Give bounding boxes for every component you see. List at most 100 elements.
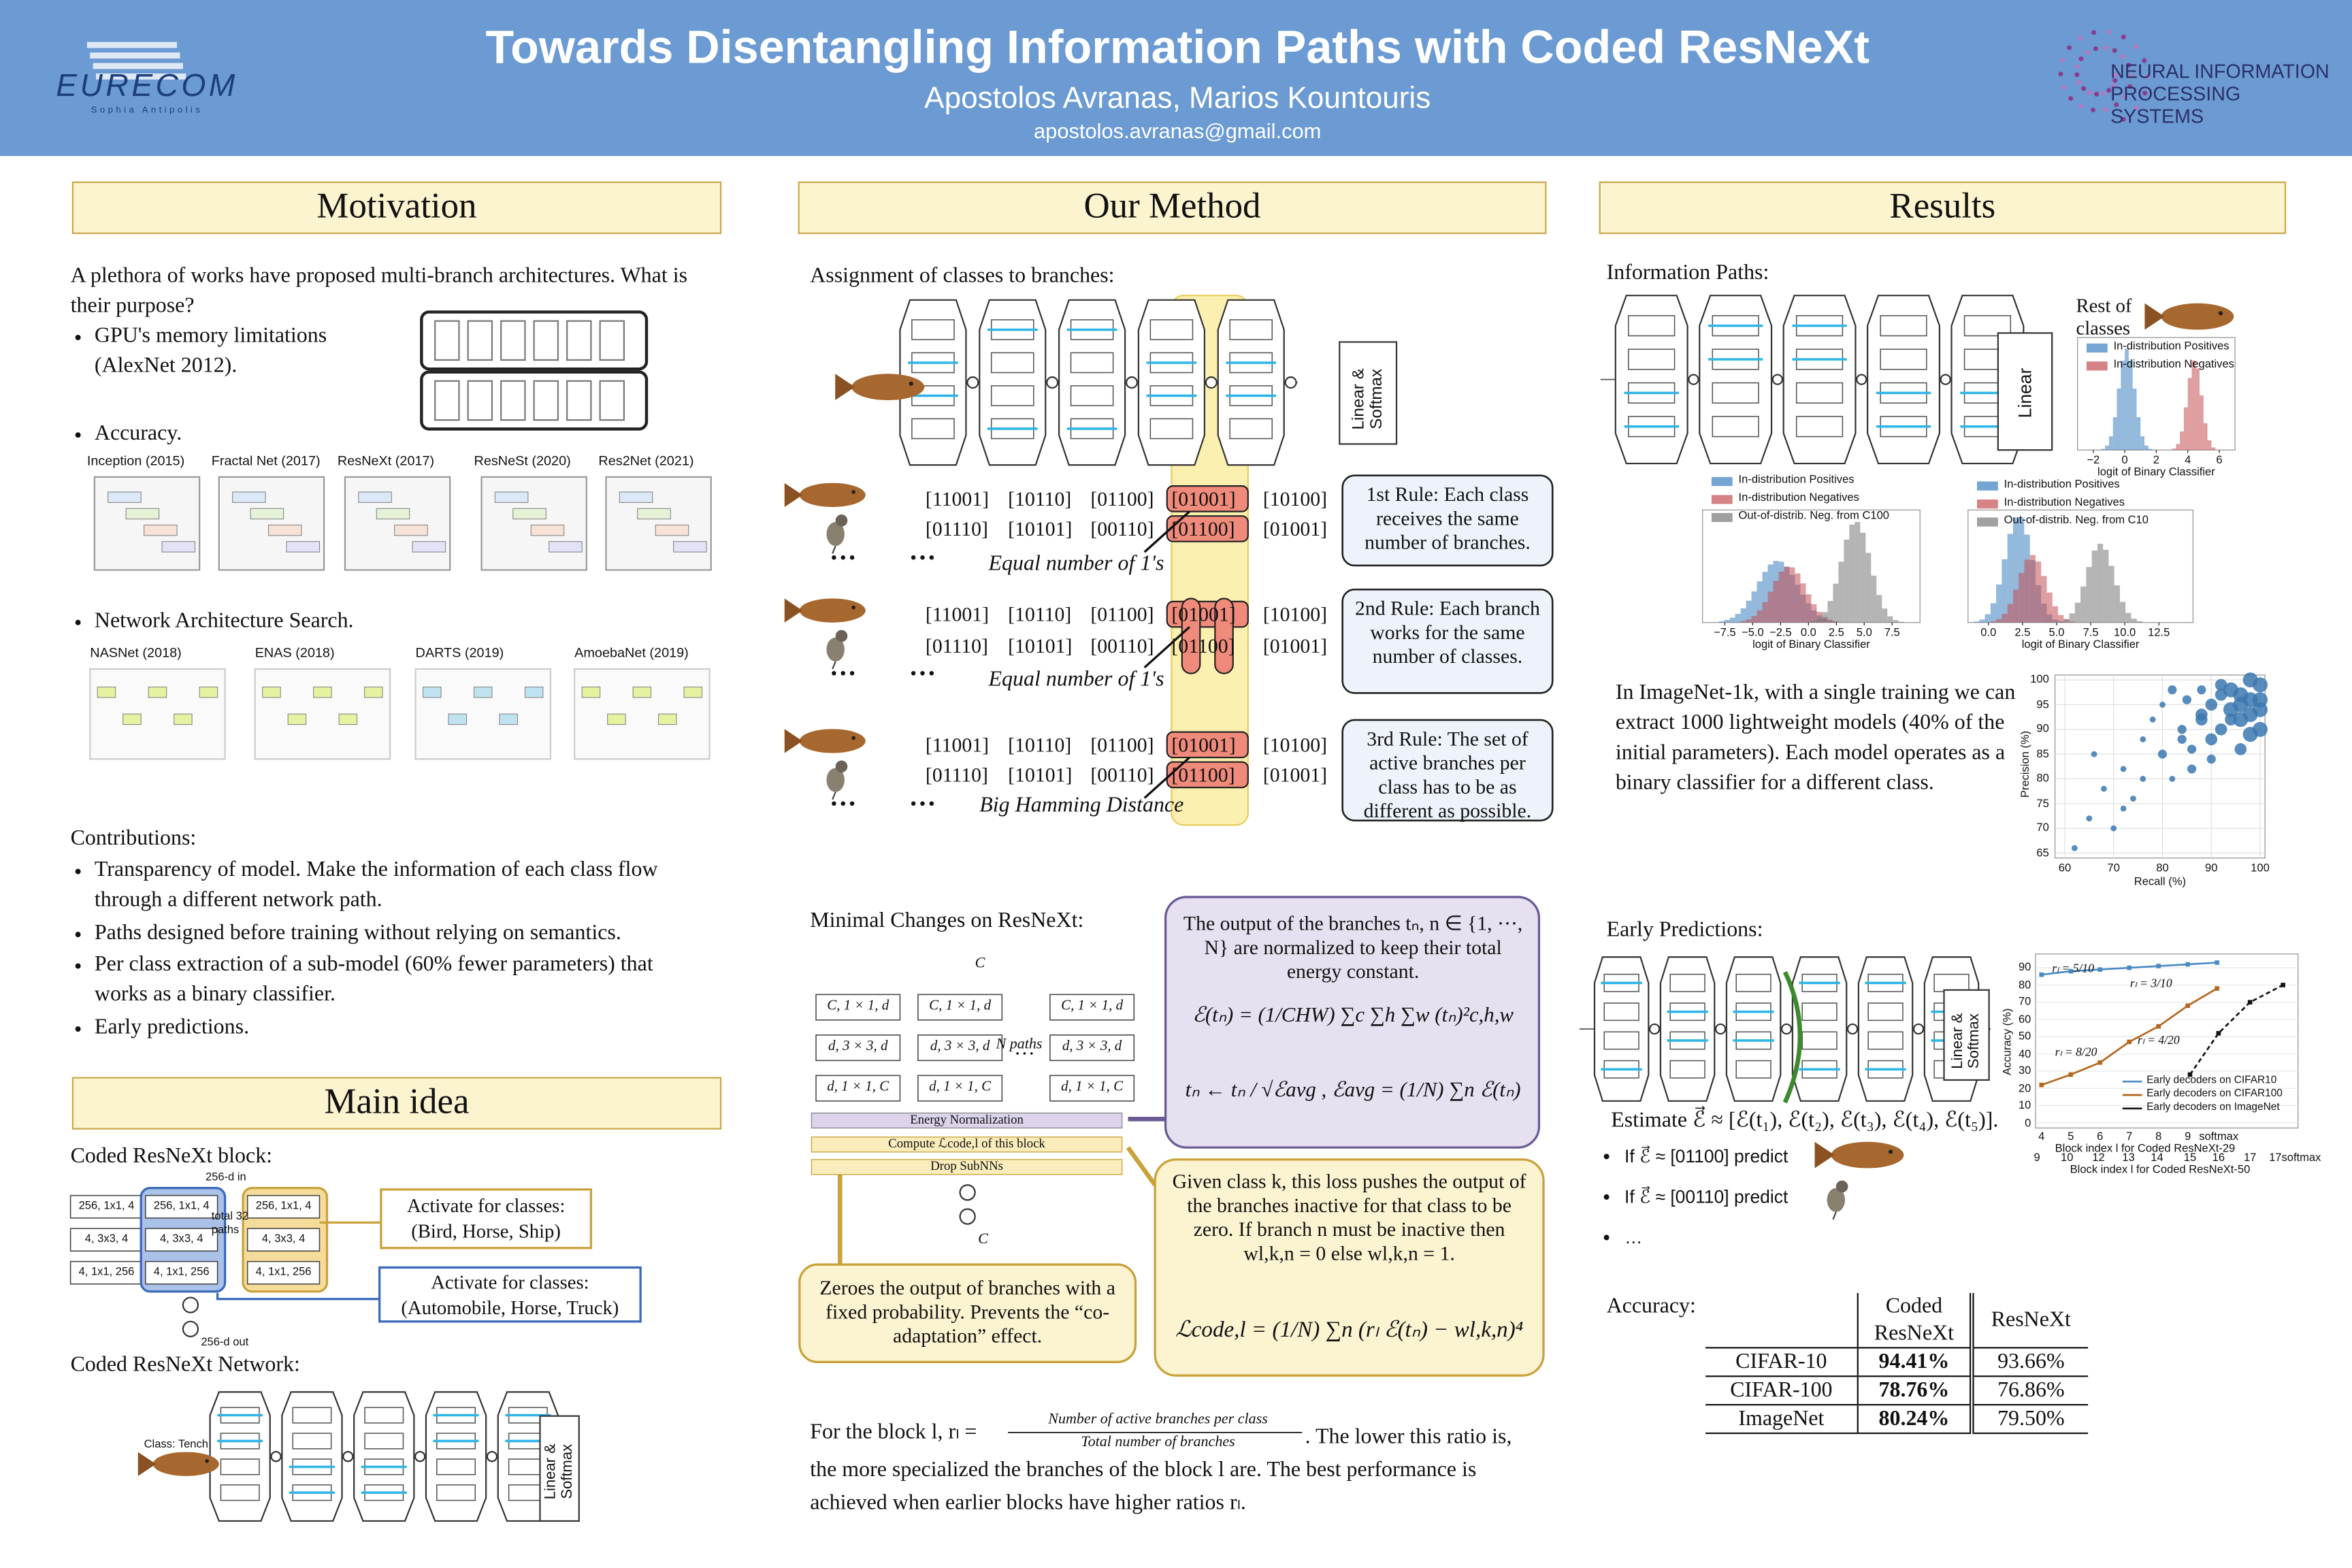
x-axis-label: Block index l for Coded ResNeXt-29 bbox=[2055, 1141, 2236, 1156]
cell-label: d, 1 × 1, C bbox=[1061, 1079, 1124, 1095]
fish-tail bbox=[784, 483, 803, 507]
code: [01100] bbox=[1090, 487, 1154, 510]
code: [01110] bbox=[925, 517, 988, 540]
hist-shape bbox=[1996, 584, 2002, 623]
legend-swatch bbox=[2086, 361, 2108, 371]
hist-shape bbox=[1746, 619, 1752, 623]
block-cell bbox=[145, 1260, 218, 1285]
series-point bbox=[2156, 964, 2161, 968]
bullet bbox=[1603, 1154, 1610, 1160]
alexnet-sketch bbox=[420, 310, 649, 371]
table-cell bbox=[1705, 1292, 1858, 1349]
y-tick-label: 70 bbox=[2018, 994, 2031, 1009]
net-node bbox=[412, 541, 446, 553]
scatter-point bbox=[2110, 825, 2117, 832]
net-node bbox=[286, 541, 321, 553]
cell-label: d, 1 × 1, C bbox=[929, 1079, 992, 1095]
hist-shape bbox=[1718, 621, 1725, 623]
scatter-point bbox=[2234, 743, 2247, 755]
branch bbox=[911, 319, 955, 340]
scatter-point bbox=[2215, 689, 2227, 701]
y-tick-label: 95 bbox=[2036, 697, 2049, 711]
hist-shape bbox=[1871, 575, 1877, 623]
cell-label: C, 1 × 1, d bbox=[827, 998, 889, 1014]
y-tick-label: 50 bbox=[2018, 1029, 2031, 1043]
hist-shape bbox=[2041, 576, 2047, 623]
hist-shape bbox=[1974, 621, 1980, 623]
hist-shape bbox=[2091, 550, 2097, 623]
hist-shape bbox=[1778, 572, 1784, 623]
net-node bbox=[376, 508, 410, 520]
bird-leg bbox=[1832, 1211, 1837, 1220]
net-node bbox=[144, 524, 178, 536]
nas-node bbox=[199, 686, 218, 698]
hist-shape bbox=[1757, 610, 1763, 623]
scatter-point bbox=[2159, 702, 2166, 708]
block-cell bbox=[246, 1260, 321, 1285]
head-label: Linear & Softmax bbox=[1950, 1013, 1983, 1069]
scatter-point bbox=[2100, 785, 2107, 792]
net-label: ResNeXt (2017) bbox=[337, 453, 435, 468]
scatter-point bbox=[2206, 754, 2216, 764]
x-tick-label: 70 bbox=[2107, 861, 2120, 875]
legend-label: In-distribution Negatives bbox=[1738, 490, 1859, 504]
net-node bbox=[549, 541, 583, 553]
hist-shape bbox=[1740, 621, 1746, 623]
bird-icon bbox=[826, 768, 845, 792]
logo-dot bbox=[2077, 35, 2082, 41]
sum-node bbox=[1714, 1023, 1727, 1035]
alexnet-layer bbox=[566, 380, 592, 421]
header-band bbox=[0, 0, 2352, 157]
branch bbox=[1867, 1002, 1904, 1022]
x-tick-label: 6 bbox=[2097, 1129, 2104, 1143]
logo-dot bbox=[2087, 90, 2093, 95]
cell-label: 4, 3x3, 4 bbox=[84, 1231, 129, 1245]
paragraph: In ImageNet-1k, with a single training w… bbox=[1615, 681, 2016, 796]
logo-text: PROCESSING SYSTEMS bbox=[2110, 82, 2241, 128]
block-cell bbox=[69, 1260, 144, 1285]
nas-node bbox=[448, 713, 468, 725]
series-point bbox=[2247, 1000, 2253, 1004]
scatter-point bbox=[2130, 796, 2136, 802]
hist-shape bbox=[1767, 591, 1774, 623]
code: [01100] bbox=[1171, 634, 1235, 657]
hist-shape bbox=[2125, 348, 2129, 451]
code-highlight bbox=[1166, 731, 1249, 759]
bird-head bbox=[835, 760, 848, 773]
bird-icon bbox=[826, 522, 845, 546]
code: [01100] bbox=[1090, 733, 1154, 756]
series-point bbox=[2185, 1003, 2190, 1009]
annotation: rₗ = 8/20 bbox=[2055, 1045, 2097, 1060]
scatter-point bbox=[2140, 776, 2146, 782]
scatter-point bbox=[2071, 845, 2078, 851]
block-cell bbox=[145, 1194, 218, 1219]
branch bbox=[1795, 416, 1844, 438]
bullet-text: Per class extraction of a sub-model (60%… bbox=[94, 952, 653, 1007]
net-node bbox=[161, 541, 196, 553]
ellipsis: … bbox=[909, 781, 936, 812]
head-box bbox=[1943, 989, 1990, 1081]
code: [10110] bbox=[1008, 487, 1072, 510]
code: [01100] bbox=[1090, 603, 1154, 626]
sum-node bbox=[342, 1451, 354, 1463]
sum-node bbox=[414, 1451, 426, 1463]
series-point bbox=[2127, 965, 2132, 970]
cell-label: C, 1 × 1, d bbox=[1061, 998, 1124, 1014]
x-tick-label: −7.5 bbox=[1714, 625, 1736, 639]
table-cell: 79.50% bbox=[1970, 1405, 2089, 1435]
logo-dot bbox=[2112, 78, 2118, 83]
x-tick-label: 12.5 bbox=[2148, 625, 2170, 639]
sum-node bbox=[1856, 374, 1867, 385]
scatter-point bbox=[2168, 685, 2177, 695]
ellipsis: … bbox=[829, 781, 857, 812]
diagram-label: N paths bbox=[996, 1036, 1043, 1054]
cell-label: C, 1 × 1, d bbox=[929, 998, 992, 1014]
table-cell: 78.76% bbox=[1857, 1376, 1972, 1406]
fish-tail bbox=[137, 1452, 157, 1476]
x-tick-label: 10 bbox=[2061, 1150, 2074, 1164]
sum-node bbox=[182, 1320, 199, 1337]
hist-shape bbox=[1773, 581, 1779, 623]
hist-shape bbox=[2112, 416, 2117, 451]
